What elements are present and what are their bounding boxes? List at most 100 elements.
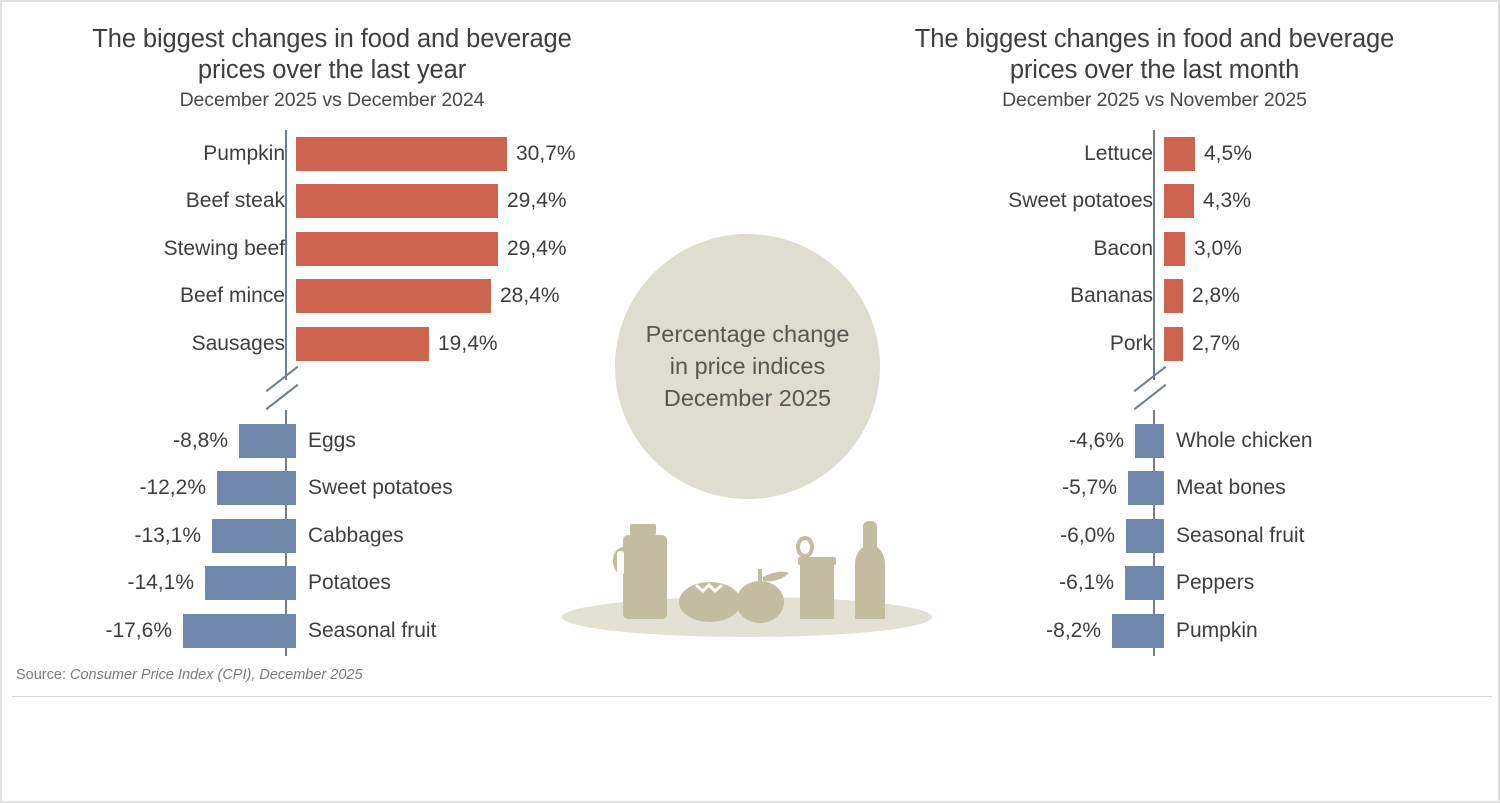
bar-row: -17,6% Seasonal fruit — [2, 613, 622, 648]
apple-icon — [736, 569, 789, 623]
bar-row: Bananas 2,8% — [882, 279, 1442, 314]
bar-row: -6,0% Seasonal fruit — [882, 518, 1442, 553]
bar-value-label: 2,7% — [1192, 331, 1240, 355]
bar-category-label: Sweet potatoes — [308, 476, 453, 500]
bar-row: Sausages 19,4% — [2, 326, 622, 361]
bar-value-label: -14,1% — [127, 571, 194, 595]
bar-value-label: 19,4% — [438, 331, 498, 355]
bar-value-label: -17,6% — [105, 618, 172, 642]
bar-decrease — [183, 613, 296, 648]
bar-increase — [296, 231, 498, 266]
left-chart-subtitle: December 2025 vs December 2024 — [179, 89, 485, 111]
bar-category-label: Stewing beef — [163, 236, 285, 260]
centre-text-line3: December 2025 — [663, 384, 832, 411]
footer: stats sa Department: Statistics South Af… — [2, 697, 1498, 801]
food-and-beverage-illustration — [562, 521, 932, 637]
bar-category-label: Beef steak — [185, 189, 285, 213]
bar-increase — [1164, 231, 1185, 266]
bar-decrease — [205, 566, 296, 601]
bar-decrease — [1128, 471, 1164, 506]
bar-value-label: -6,1% — [1059, 571, 1114, 595]
right-chart-title: The biggest changes in food and beverage… — [882, 24, 1427, 113]
bar-value-label: -5,7% — [1062, 476, 1117, 500]
footer-divider — [12, 696, 1492, 697]
annual-change-chart: Pumpkin 30,7% Beef steak 29,4% Stewing beef 2… — [2, 122, 622, 662]
bar-category-label: Seasonal fruit — [308, 618, 437, 642]
bar-category-label: Eggs — [308, 429, 356, 452]
bar-category-label: Lettuce — [1084, 142, 1153, 165]
bar-row: -14,1% Potatoes — [2, 566, 622, 601]
centre-text-line1: Percentage change — [645, 320, 850, 347]
bar-row: -4,6% Whole chicken — [882, 424, 1442, 458]
bar-value-label: -8,2% — [1046, 618, 1101, 642]
bar-increase — [1164, 326, 1183, 361]
bar-row: -5,7% Meat bones — [882, 471, 1442, 506]
source-note: Source: Consumer Price Index (CPI), Dece… — [16, 667, 363, 683]
left-chart-title-line2: prices over the last year — [197, 56, 467, 84]
bar-category-label: Meat bones — [1176, 476, 1286, 500]
bar-increase — [296, 279, 491, 314]
left-chart-title: The biggest changes in food and beverage… — [32, 24, 632, 113]
bar-category-label: Sweet potatoes — [1008, 189, 1153, 213]
bar-value-label: 4,5% — [1204, 142, 1252, 165]
bar-category-label: Pumpkin — [203, 142, 285, 165]
right-chart-subtitle: December 2025 vs November 2025 — [1002, 89, 1307, 111]
bar-increase — [296, 137, 507, 171]
bar-row: Beef steak 29,4% — [2, 184, 622, 219]
bar-increase — [1164, 279, 1183, 314]
bar-category-label: Potatoes — [308, 571, 391, 595]
bar-value-label: -4,6% — [1069, 429, 1124, 452]
bar-decrease — [212, 518, 296, 553]
left-chart-axis-upper — [285, 130, 287, 380]
bar-row: Bacon 3,0% — [882, 231, 1442, 266]
bar-value-label: 29,4% — [507, 189, 567, 213]
bar-value-label: 29,4% — [507, 236, 567, 260]
bar-category-label: Pork — [1109, 331, 1153, 355]
bar-decrease — [217, 471, 296, 506]
bar-category-label: Bananas — [1070, 284, 1153, 308]
bar-value-label: 28,4% — [500, 284, 560, 308]
bar-decrease — [1125, 566, 1164, 601]
bar-increase — [296, 184, 498, 219]
bar-value-label: -13,1% — [134, 523, 201, 547]
tomato-icon — [679, 582, 741, 622]
bar-category-label: Whole chicken — [1176, 429, 1313, 452]
glass-bottle-icon — [855, 521, 885, 619]
bar-row: -8,8% Eggs — [2, 424, 622, 458]
bar-category-label: Bacon — [1093, 236, 1153, 260]
left-chart-axis-break-icon — [260, 360, 306, 418]
right-chart-title-line1: The biggest changes in food and beverage — [914, 25, 1395, 53]
bar-decrease — [1112, 613, 1164, 648]
bar-row: -6,1% Peppers — [882, 566, 1442, 601]
bar-row: Lettuce 4,5% — [882, 137, 1442, 171]
beverage-can-icon — [796, 536, 836, 619]
right-chart-axis-upper — [1153, 130, 1155, 380]
bar-increase — [296, 326, 429, 361]
bar-value-label: 30,7% — [516, 142, 576, 165]
bar-decrease — [1135, 424, 1164, 458]
centre-callout-circle: Percentage change in price indices Decem… — [615, 234, 880, 499]
monthly-change-chart: Lettuce 4,5% Sweet potatoes 4,3% Bacon 3,0% Ba… — [882, 122, 1442, 662]
bar-decrease — [239, 424, 296, 458]
bar-row: Beef mince 28,4% — [2, 279, 622, 314]
bar-category-label: Beef mince — [179, 284, 285, 308]
left-chart-title-line1: The biggest changes in food and beverage — [92, 25, 572, 53]
bar-value-label: 3,0% — [1194, 236, 1242, 260]
source-label: Source: — [16, 667, 66, 683]
bar-value-label: -12,2% — [139, 476, 206, 500]
bar-row: Stewing beef 29,4% — [2, 231, 622, 266]
right-chart-axis-break-icon — [1128, 360, 1174, 418]
bar-category-label: Seasonal fruit — [1176, 523, 1305, 547]
bar-row: Pumpkin 30,7% — [2, 137, 622, 171]
right-chart-title-line2: prices over the last month — [1009, 56, 1300, 84]
bar-value-label: 2,8% — [1192, 284, 1240, 308]
bar-row: -8,2% Pumpkin — [882, 613, 1442, 648]
centre-text-line2: in price indices — [669, 352, 826, 379]
milk-jug-icon — [613, 524, 667, 619]
bar-row: Sweet potatoes 4,3% — [882, 184, 1442, 219]
bar-decrease — [1126, 518, 1164, 553]
bar-value-label: -8,8% — [173, 429, 228, 452]
bar-row: -13,1% Cabbages — [2, 518, 622, 553]
bar-row: Pork 2,7% — [882, 326, 1442, 361]
